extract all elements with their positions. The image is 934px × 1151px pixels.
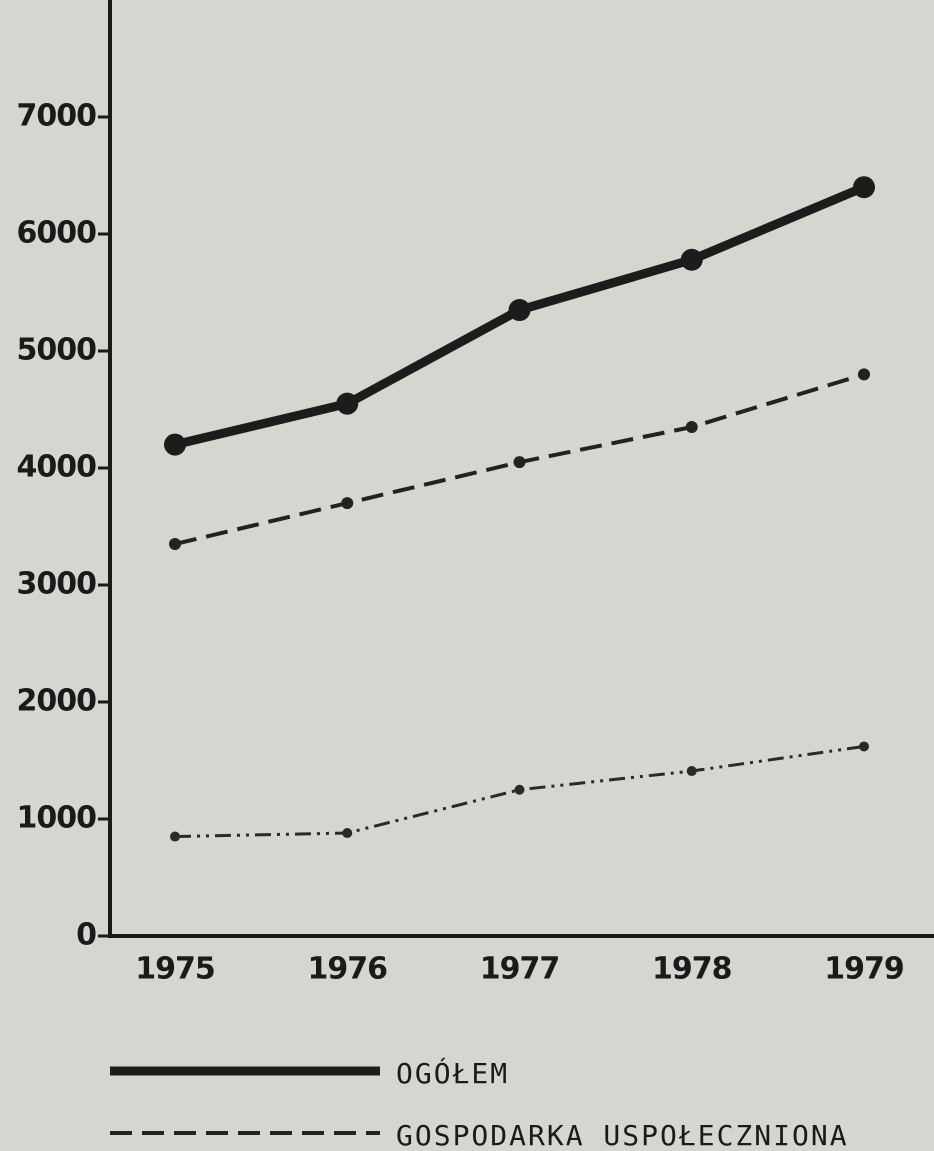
y-tick-label: 1000 bbox=[17, 801, 97, 836]
legend-label: GOSPODARKA USPOŁECZNIONA bbox=[396, 1119, 849, 1151]
point bbox=[336, 392, 359, 415]
point bbox=[508, 299, 531, 322]
point bbox=[169, 538, 181, 551]
y-tick-label: 3000 bbox=[17, 567, 97, 602]
x-tick-label: 1976 bbox=[308, 952, 388, 987]
y-tick-label: 5000 bbox=[17, 333, 97, 368]
point bbox=[858, 368, 870, 381]
point bbox=[859, 741, 869, 752]
point bbox=[513, 456, 526, 469]
point bbox=[514, 784, 525, 795]
x-tick-label: 1979 bbox=[824, 952, 904, 987]
point bbox=[686, 766, 697, 777]
y-tick-label: 4000 bbox=[17, 450, 97, 485]
point bbox=[170, 831, 180, 842]
x-tick-label: 1977 bbox=[480, 952, 560, 987]
point bbox=[164, 433, 186, 456]
y-tick-label: 2000 bbox=[17, 684, 97, 719]
point bbox=[853, 176, 875, 199]
point bbox=[680, 248, 703, 271]
y-tick-label: 0 bbox=[76, 918, 96, 953]
y-tick-label: 7000 bbox=[17, 99, 97, 134]
y-tick-label: 6000 bbox=[17, 216, 97, 251]
point bbox=[341, 497, 354, 510]
x-tick-label: 1978 bbox=[652, 952, 732, 987]
point bbox=[342, 828, 353, 839]
point bbox=[685, 421, 698, 434]
legend-label: OGÓŁEM bbox=[396, 1056, 509, 1090]
x-tick-label: 1975 bbox=[135, 952, 215, 987]
